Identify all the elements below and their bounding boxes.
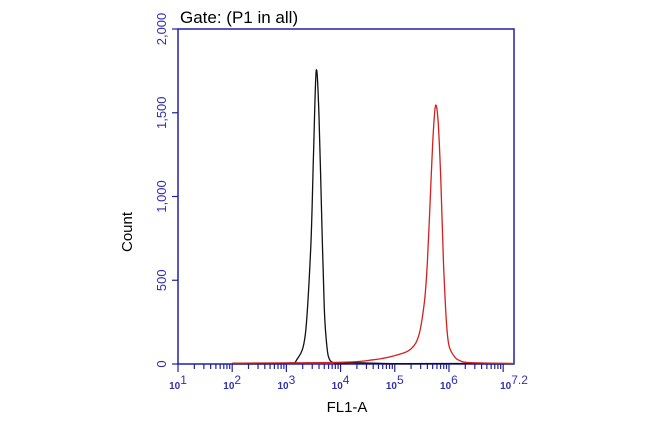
x-tick-label: 102 bbox=[223, 373, 241, 392]
x-axis-ticks: 101 102 103 104 105 106 107.2 bbox=[169, 364, 528, 392]
x-axis-label: FL1-A bbox=[327, 399, 368, 416]
x-tick-exponent: 6 bbox=[451, 373, 458, 387]
x-tick-exponent: 5 bbox=[397, 373, 404, 387]
x-tick-label: 107.2 bbox=[500, 373, 528, 392]
x-tick-exponent: 3 bbox=[289, 373, 296, 387]
x-tick-base: 10 bbox=[332, 381, 344, 392]
x-tick-base: 10 bbox=[223, 381, 235, 392]
x-tick-label: 101 bbox=[169, 373, 187, 392]
x-tick-label: 106 bbox=[440, 373, 458, 392]
x-tick-exponent: 2 bbox=[234, 373, 241, 387]
y-tick-label: 0 bbox=[154, 360, 169, 367]
y-tick-label: 2,000 bbox=[154, 13, 169, 46]
y-tick-label: 1,500 bbox=[154, 96, 169, 129]
y-axis-ticks: 0 500 1,000 1,500 2,000 bbox=[154, 13, 178, 368]
series-line-red bbox=[232, 104, 515, 365]
histogram-series bbox=[232, 69, 515, 365]
x-tick-label: 105 bbox=[386, 373, 404, 392]
x-tick-base: 10 bbox=[440, 381, 452, 392]
y-tick-label: 500 bbox=[154, 269, 169, 291]
x-tick-base: 10 bbox=[169, 381, 181, 392]
plot-area-frame bbox=[177, 28, 515, 365]
x-tick-label: 104 bbox=[332, 373, 350, 392]
y-tick-label: 1,000 bbox=[154, 180, 169, 213]
x-tick-base: 10 bbox=[500, 381, 512, 392]
x-tick-label: 103 bbox=[277, 373, 295, 392]
y-axis-label: Count bbox=[119, 211, 136, 252]
x-tick-base: 10 bbox=[277, 381, 289, 392]
series-line-black bbox=[232, 69, 515, 365]
x-tick-exponent: 1 bbox=[180, 373, 187, 387]
gate-annotation: Gate: (P1 in all) bbox=[180, 8, 298, 27]
x-tick-base: 10 bbox=[386, 381, 398, 392]
x-tick-exponent: 7.2 bbox=[511, 373, 528, 387]
x-tick-exponent: 4 bbox=[343, 373, 350, 387]
